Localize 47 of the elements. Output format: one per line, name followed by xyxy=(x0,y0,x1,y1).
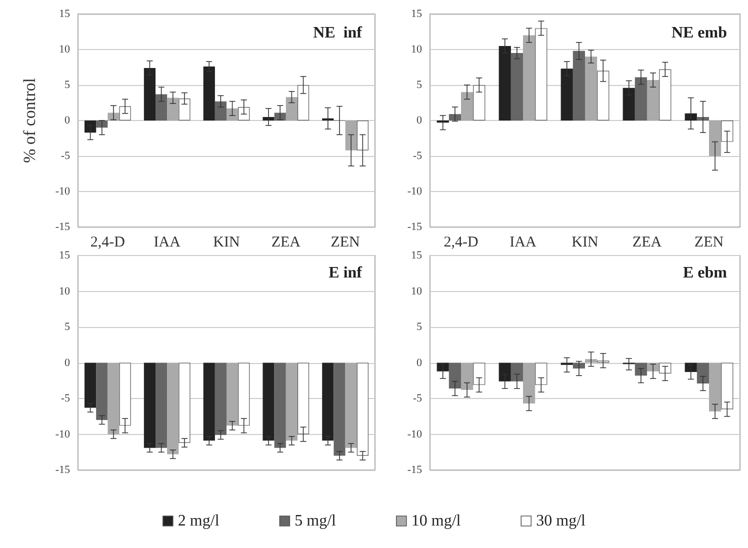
y-tick-label: 5 xyxy=(64,79,70,91)
y-tick-label: 0 xyxy=(64,356,70,369)
y-tick-label: -15 xyxy=(407,464,422,476)
text: E ebm xyxy=(683,264,728,282)
y-tick-label: 15 xyxy=(411,8,422,20)
text: NE emb xyxy=(671,24,728,42)
y-tick-label: 5 xyxy=(416,321,422,333)
y-tick-label: 10 xyxy=(411,44,422,56)
legend-label: 2 mg/l xyxy=(178,512,220,530)
y-tick-label: 0 xyxy=(64,114,70,126)
y-tick-label: -10 xyxy=(55,186,70,198)
y-tick-label: -5 xyxy=(412,150,422,162)
y-tick-label: 10 xyxy=(59,285,70,298)
y-tick-label: -10 xyxy=(407,428,422,440)
text: NE inf xyxy=(313,24,363,42)
y-tick-label: -15 xyxy=(55,464,70,476)
text: E inf xyxy=(328,264,363,282)
y-tick-label: -5 xyxy=(60,150,70,162)
y-tick-label: 0 xyxy=(416,114,422,126)
y-tick-label: -10 xyxy=(407,186,422,198)
y-tick-label: -5 xyxy=(60,392,70,404)
x-tick-label: IAA xyxy=(510,234,536,250)
y-tick-label: 15 xyxy=(411,250,422,262)
legend-label: 30 mg/l xyxy=(536,512,586,530)
y-tick-label: 5 xyxy=(416,79,422,91)
x-tick-label: 2,4-D xyxy=(90,234,126,250)
x-tick-label: KIN xyxy=(213,234,240,250)
x-tick-label: 2,4-D xyxy=(444,234,478,250)
y-tick-label: 10 xyxy=(411,285,422,298)
y-tick-label: -15 xyxy=(407,221,422,233)
x-tick-label: ZEA xyxy=(271,234,301,250)
y-tick-label: -5 xyxy=(412,392,422,404)
x-tick-label: ZEN xyxy=(330,234,360,250)
x-tick-label: IAA xyxy=(154,234,181,250)
y-tick-label: -10 xyxy=(55,428,70,440)
y-axis-title: % of control xyxy=(20,78,39,163)
y-tick-label: 10 xyxy=(59,44,70,56)
legend-label: 5 mg/l xyxy=(294,512,337,530)
y-tick-label: 5 xyxy=(64,321,70,333)
y-tick-label: 15 xyxy=(59,250,70,262)
y-tick-label: -15 xyxy=(55,221,70,233)
x-tick-label: ZEN xyxy=(694,234,724,250)
x-tick-label: ZEA xyxy=(632,234,662,250)
y-tick-label: 0 xyxy=(416,356,422,369)
x-tick-label: KIN xyxy=(572,234,598,250)
y-tick-label: 15 xyxy=(59,8,70,20)
legend-label: 10 mg/l xyxy=(411,512,462,530)
